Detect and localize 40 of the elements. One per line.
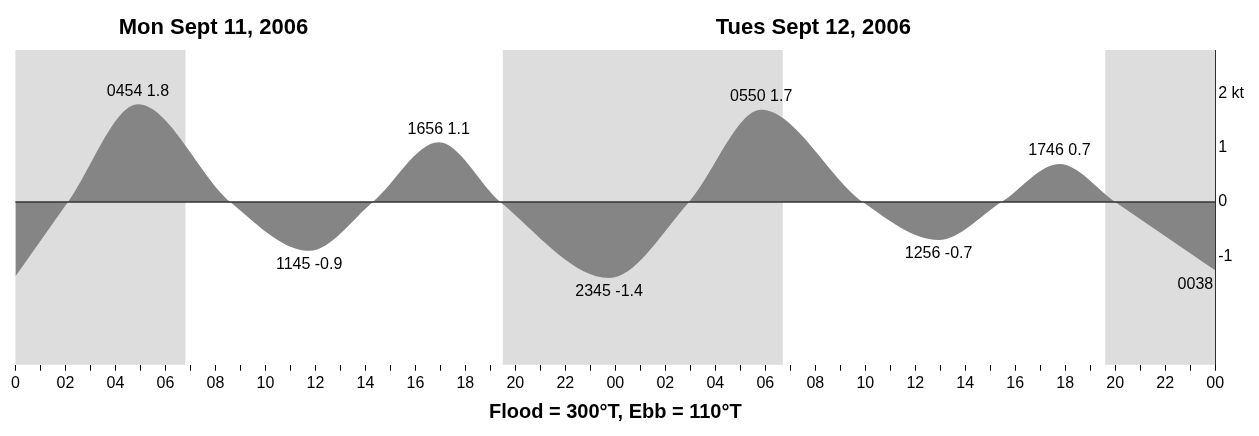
x-tick-label: 04 — [106, 373, 125, 391]
y-tick-label: 0 — [1218, 192, 1228, 210]
annotation: 1256 -0.7 — [904, 244, 973, 262]
x-axis-title: Flood = 300°T, Ebb = 110°T — [488, 399, 742, 422]
x-tick-label: 00 — [1206, 373, 1225, 391]
x-tick-label: 22 — [1156, 373, 1175, 391]
annotation: 1746 0.7 — [1028, 141, 1091, 159]
x-tick-label: 12 — [906, 373, 925, 391]
annotation: 0550 1.7 — [729, 87, 793, 105]
x-tick-label: 14 — [956, 373, 975, 391]
y-tick-label: 1 — [1218, 138, 1228, 156]
x-tick-label: 04 — [706, 373, 725, 391]
y-tick-label: -1 — [1218, 246, 1233, 264]
x-tick-label: 22 — [556, 373, 575, 391]
x-tick-label: 08 — [806, 373, 825, 391]
x-tick-label: 02 — [656, 373, 675, 391]
x-tick-label: 18 — [1056, 373, 1075, 391]
y-tick-label: 2 kt — [1218, 83, 1245, 101]
x-tick-label: 14 — [356, 373, 375, 391]
x-tick-label: 12 — [306, 373, 325, 391]
x-tick-label: 0 — [11, 373, 20, 391]
x-tick-label: 06 — [756, 373, 775, 391]
annotation: 0038 — [1177, 274, 1214, 292]
text: Tues Sept 12, 2006 — [715, 14, 911, 40]
text: Mon Sept 11, 2006 — [118, 14, 309, 40]
x-tick-label: 10 — [856, 373, 875, 391]
annotation: 0454 1.8 — [106, 81, 170, 99]
x-tick-label: 20 — [506, 373, 525, 391]
x-tick-label: 18 — [456, 373, 475, 391]
x-tick-label: 06 — [156, 373, 175, 391]
annotation: 2345 -1.4 — [575, 282, 643, 300]
x-tick-label: 20 — [1106, 373, 1125, 391]
x-tick-label: 02 — [56, 373, 75, 391]
x-tick-label: 16 — [1006, 373, 1025, 391]
annotation: 1656 1.1 — [407, 119, 470, 137]
annotation: 1145 -0.9 — [275, 255, 343, 273]
x-tick-label: 08 — [206, 373, 225, 391]
x-tick-label: 16 — [406, 373, 425, 391]
x-tick-label: 10 — [256, 373, 275, 391]
x-tick-label: 00 — [606, 373, 625, 391]
